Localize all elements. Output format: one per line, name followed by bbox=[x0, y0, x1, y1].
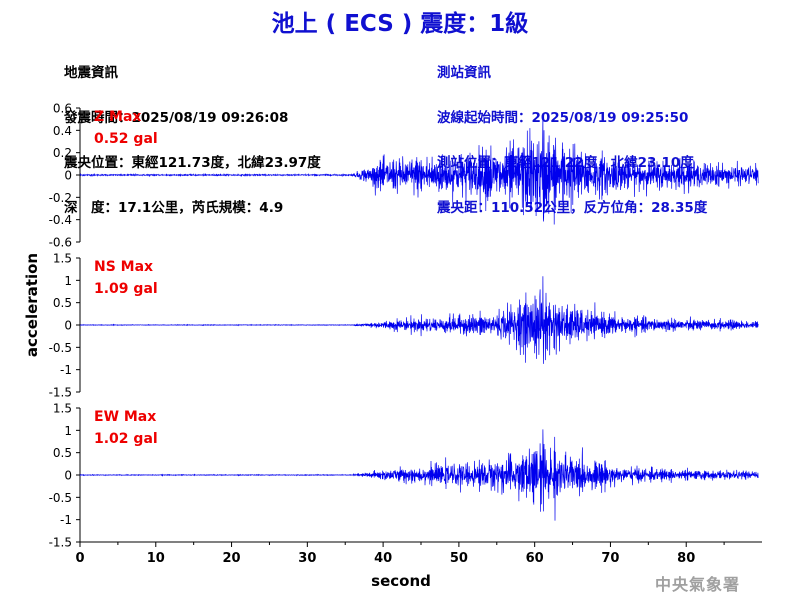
panel-label-ew: EW Max bbox=[94, 409, 156, 425]
wave-start-time: 波線起始時間：2025/08/19 09:25:50 bbox=[437, 110, 689, 126]
x-tick-label: 80 bbox=[677, 551, 695, 566]
x-tick-label: 0 bbox=[75, 551, 84, 566]
x-tick-label: 30 bbox=[298, 551, 316, 566]
epicentral-distance: 震央距：110.52公里，反方位角：28.35度 bbox=[437, 200, 708, 216]
y-tick-label: -0.5 bbox=[49, 491, 72, 505]
y-tick-label: -0.6 bbox=[49, 236, 72, 250]
station-location: 測站位置：東經121.22度，北緯23.10度 bbox=[437, 155, 694, 171]
origin-time: 發震時間：2025/08/19 09:26:08 bbox=[64, 110, 289, 126]
station-info-block: 測站資訊 波線起始時間：2025/08/19 09:25:50 測站位置：東經1… bbox=[437, 36, 707, 231]
station-info-heading: 測站資訊 bbox=[437, 65, 491, 81]
panel-max-z: 0.52 gal bbox=[94, 131, 158, 147]
x-tick-label: 40 bbox=[374, 551, 392, 566]
y-tick-label: 1.5 bbox=[53, 252, 72, 266]
y-tick-label: 1 bbox=[64, 274, 72, 288]
x-tick-label: 50 bbox=[450, 551, 468, 566]
y-tick-label: -1.5 bbox=[49, 536, 72, 550]
epicenter-location: 震央位置：東經121.73度，北緯23.97度 bbox=[64, 155, 321, 171]
y-tick-label: 0.5 bbox=[53, 296, 72, 310]
x-tick-label: 10 bbox=[147, 551, 165, 566]
chart-title: 池上 ( ECS ) 震度：1級 bbox=[271, 11, 529, 37]
trace-z bbox=[79, 116, 759, 225]
earthquake-info-heading: 地震資訊 bbox=[64, 65, 118, 81]
y-tick-label: -0.4 bbox=[49, 213, 72, 227]
panel-label-ns: NS Max bbox=[94, 259, 153, 275]
y-tick-label: -0.2 bbox=[49, 191, 72, 205]
x-tick-label: 70 bbox=[601, 551, 619, 566]
y-tick-label: 0.6 bbox=[53, 102, 72, 116]
trace-ew bbox=[79, 429, 759, 521]
y-tick-label: 0.4 bbox=[53, 124, 72, 138]
earthquake-info-block: 地震資訊 發震時間：2025/08/19 09:26:08 震央位置：東經121… bbox=[64, 36, 321, 231]
y-tick-label: 0 bbox=[64, 469, 72, 483]
y-tick-label: -1 bbox=[60, 363, 72, 377]
y-axis-label: acceleration bbox=[23, 253, 41, 357]
y-tick-label: -1 bbox=[60, 513, 72, 527]
y-tick-label: 0 bbox=[64, 319, 72, 333]
panel-label-z: Z Max bbox=[94, 109, 141, 125]
trace-ns bbox=[79, 276, 759, 364]
y-tick-label: 1 bbox=[64, 424, 72, 438]
x-axis-label: second bbox=[371, 572, 431, 590]
y-tick-label: 0.2 bbox=[53, 146, 72, 160]
y-tick-label: 1.5 bbox=[53, 402, 72, 416]
y-tick-label: -1.5 bbox=[49, 386, 72, 400]
y-tick-label: 0.5 bbox=[53, 446, 72, 460]
x-tick-label: 20 bbox=[223, 551, 241, 566]
y-tick-label: 0 bbox=[64, 169, 72, 183]
y-tick-label: -0.5 bbox=[49, 341, 72, 355]
panel-max-ns: 1.09 gal bbox=[94, 281, 158, 297]
panel-max-ew: 1.02 gal bbox=[94, 431, 158, 447]
agency-credit: 中央氣象署 bbox=[655, 575, 741, 594]
x-tick-label: 60 bbox=[526, 551, 544, 566]
depth-magnitude: 深 度：17.1公里，芮氏規模：4.9 bbox=[64, 200, 284, 216]
